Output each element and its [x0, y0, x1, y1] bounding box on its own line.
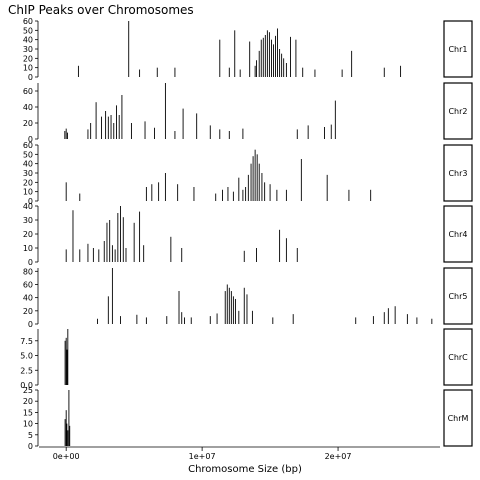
facets-layer: 0102030405060Chr10204060Chr2010203040506…	[20, 17, 473, 451]
facet-strip-chr3	[443, 144, 473, 202]
x-tick-label: 1e+07	[189, 452, 216, 461]
y-tick-label-chr1: 20	[23, 54, 33, 63]
y-tick-label-chr1: 30	[23, 45, 33, 54]
facet-strip-chrc	[443, 328, 473, 386]
x-tick-label: 2e+07	[325, 452, 352, 461]
y-tick-label-chrm: 25	[23, 386, 33, 395]
y-tick-label-chr3: 10	[23, 188, 33, 197]
x-tick-label: 0e+00	[53, 452, 80, 461]
facet-strip-chrm	[443, 389, 473, 447]
facet-panel-chr2: 0 20 40 60 Chr2	[23, 82, 473, 144]
y-tick-label-chr3: 20	[23, 178, 33, 187]
y-tick-label-chr2: 40	[23, 103, 33, 112]
x-axis: 0e+00 1e+07 2e+07	[39, 446, 440, 461]
y-tick-label-chr5: 80	[23, 267, 33, 276]
facet-strip-chr1	[443, 20, 473, 78]
facet-strip-label-chrc: ChrC	[448, 353, 468, 362]
facet-strip-label-chr4: Chr4	[448, 230, 467, 239]
y-tick-label-chr3: 50	[23, 150, 33, 159]
facet-strip-chr2	[443, 82, 473, 140]
y-tick-label-chr1: 10	[23, 64, 33, 73]
y-tick-label-chr5: 0	[28, 320, 33, 329]
y-tick-label-chrc: 7.5	[20, 337, 33, 346]
y-tick-label-chrm: 15	[23, 408, 33, 417]
y-tick-label-chr5: 60	[23, 280, 33, 289]
y-tick-label-chrm: 0	[28, 442, 33, 451]
y-tick-label-chr4: 0	[28, 258, 33, 267]
y-tick-label-chrc: 5.0	[20, 352, 33, 361]
y-tick-label-chr5: 40	[23, 294, 33, 303]
y-tick-label-chr2: 60	[23, 87, 33, 96]
x-axis-title: Chromosome Size (bp)	[188, 464, 302, 475]
y-tick-label-chr5: 20	[23, 307, 33, 316]
y-tick-label-chr2: 0	[28, 135, 33, 144]
facet-strip-label-chr5: Chr5	[448, 292, 467, 301]
y-tick-label-chrm: 5	[28, 431, 33, 440]
facet-panel-chrc: 0.0 2.5 5.0 7.5 ChrC	[20, 328, 473, 390]
chart-title: ChIP Peaks over Chromosomes	[8, 3, 194, 17]
y-tick-label-chr1: 50	[23, 26, 33, 35]
y-tick-label-chr3: 30	[23, 169, 33, 178]
facet-strip-label-chrm: ChrM	[448, 414, 469, 423]
y-tick-label-chr4: 40	[23, 202, 33, 211]
y-tick-label-chr1: 0	[28, 73, 33, 82]
facet-strip-chr5	[443, 267, 473, 325]
y-tick-label-chr3: 0	[28, 197, 33, 206]
facet-strip-label-chr3: Chr3	[448, 169, 467, 178]
y-tick-label-chr1: 60	[23, 17, 33, 26]
y-tick-label-chrm: 20	[23, 397, 33, 406]
y-tick-label-chrc: 0.0	[20, 381, 33, 390]
y-tick-label-chr4: 20	[23, 230, 33, 239]
facet-panel-chr5: 0 20 40 60 80 Chr5	[23, 267, 473, 329]
y-tick-label-chr3: 60	[23, 141, 33, 150]
y-tick-label-chrm: 10	[23, 420, 33, 429]
y-tick-label-chr4: 10	[23, 244, 33, 253]
y-tick-label-chr4: 30	[23, 216, 33, 225]
facet-strip-label-chr2: Chr2	[448, 107, 467, 116]
y-tick-label-chr3: 40	[23, 160, 33, 169]
facet-panel-chr4: 0 10 20 30 40 Chr4	[23, 202, 473, 267]
y-tick-label-chrc: 2.5	[20, 366, 33, 375]
facet-strip-chr4	[443, 205, 473, 263]
y-tick-label-chr1: 40	[23, 36, 33, 45]
facet-panel-chrm: 0 5 10 15 20 25 ChrM	[23, 386, 473, 451]
facet-strip-label-chr1: Chr1	[448, 45, 467, 54]
y-tick-label-chr2: 20	[23, 119, 33, 128]
